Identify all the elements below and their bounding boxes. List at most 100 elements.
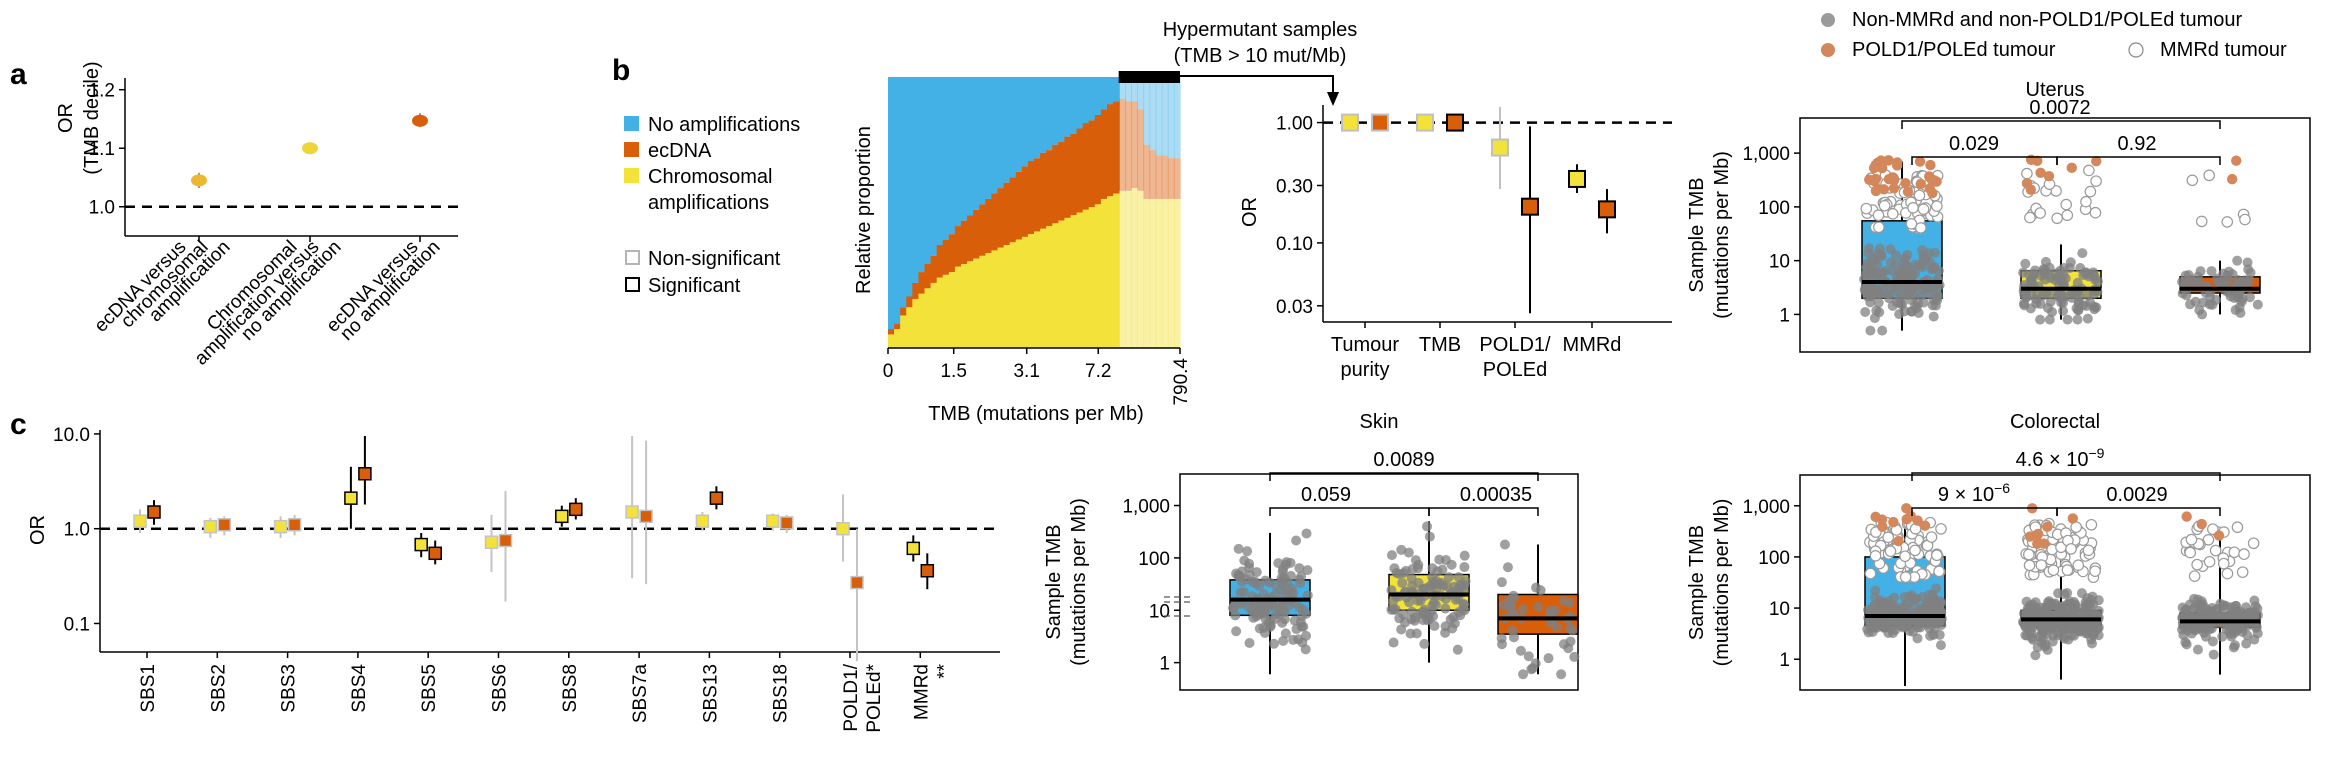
bar-ecdna xyxy=(1173,158,1181,199)
bar-ecdna xyxy=(1125,101,1132,191)
bar-chromosomal xyxy=(948,272,956,348)
sample-point xyxy=(1902,289,1913,300)
sample-point xyxy=(1258,603,1269,614)
bar-chromosomal xyxy=(967,261,974,348)
bar-chromosomal xyxy=(900,315,907,348)
hypermutant-arrow xyxy=(1180,75,1334,96)
pole-point xyxy=(2032,538,2043,549)
y-axis-label: Sample TMB xyxy=(1686,525,1708,640)
sample-point xyxy=(2221,611,2232,622)
mmrd-point xyxy=(1887,208,1899,220)
or-point xyxy=(709,491,724,505)
sample-point xyxy=(1449,618,1460,629)
sample-point xyxy=(1900,253,1911,264)
mmrd-point xyxy=(2191,558,2203,571)
sample-point xyxy=(1428,597,1439,608)
mmrd-point xyxy=(2239,213,2251,226)
or-point xyxy=(191,174,207,187)
comparison-bracket xyxy=(1269,507,1430,516)
legend-label: Chromosomal xyxy=(648,166,772,188)
bar-no-amplification xyxy=(991,77,999,194)
mmrd-point xyxy=(2061,209,2074,222)
pole-point xyxy=(1924,183,1936,194)
mmrd-point xyxy=(2221,216,2234,228)
comparison-label: 0.0029 xyxy=(2106,484,2167,506)
sample-point xyxy=(1407,581,1418,592)
y-tick-label: 0.03 xyxy=(1276,297,1313,318)
pole-point xyxy=(2067,513,2079,524)
sample-point xyxy=(1295,617,1306,628)
sample-point xyxy=(2024,269,2035,280)
sample-point xyxy=(1887,628,1898,639)
mmrd-point xyxy=(2023,548,2035,561)
sample-point xyxy=(2080,622,2091,633)
y-tick-label: 1.0 xyxy=(89,198,115,219)
sample-point xyxy=(2035,298,2046,309)
mmrd-point xyxy=(1860,202,1873,215)
bar-ecdna xyxy=(1009,177,1017,243)
sample-point xyxy=(1230,610,1241,621)
bar-chromosomal xyxy=(912,299,920,348)
bar-no-amplification xyxy=(1070,77,1078,134)
sample-point xyxy=(2039,269,2050,280)
bar-no-amplification xyxy=(900,77,907,308)
comparison-label: 9 × 10−6 xyxy=(1938,480,2010,506)
or-point xyxy=(428,546,442,561)
x-tick-label: SBS3 xyxy=(279,664,300,713)
sample-point xyxy=(1278,635,1289,646)
bar-chromosomal xyxy=(1137,190,1145,348)
sample-point xyxy=(2040,256,2051,267)
sample-point xyxy=(1431,583,1442,594)
bar-no-amplification xyxy=(1167,77,1175,159)
pole-point xyxy=(1887,172,1898,183)
bar-no-amplification xyxy=(1009,77,1017,178)
mmrd-point xyxy=(2080,195,2092,208)
bar-ecdna xyxy=(1113,101,1120,194)
sample-point xyxy=(1294,563,1305,574)
bar-chromosomal xyxy=(979,255,986,348)
bar-chromosomal xyxy=(1003,245,1011,348)
sample-point xyxy=(1274,603,1285,614)
sample-point xyxy=(2234,302,2245,313)
bar-ecdna xyxy=(1070,133,1078,216)
bar-ecdna xyxy=(1155,155,1163,199)
sample-point xyxy=(2020,258,2031,269)
bar-ecdna xyxy=(912,282,920,300)
sample-point xyxy=(2046,621,2057,632)
sample-point xyxy=(1429,620,1440,631)
bar-ecdna xyxy=(1094,114,1102,205)
or-point xyxy=(203,519,218,534)
sample-point xyxy=(1404,597,1415,608)
sample-point xyxy=(1394,568,1405,579)
sample-point xyxy=(1398,609,1409,620)
bar-no-amplification xyxy=(894,77,901,324)
legend-swatch xyxy=(624,116,639,131)
bar-no-amplification xyxy=(1161,77,1169,156)
bar-no-amplification xyxy=(1052,77,1059,145)
sample-point xyxy=(2180,637,2191,648)
bar-ecdna xyxy=(1027,161,1035,235)
bar-chromosomal xyxy=(1027,234,1035,348)
bar-no-amplification xyxy=(1137,77,1145,110)
pole-point xyxy=(1925,159,1936,171)
sample-point xyxy=(1396,544,1407,555)
sample-point xyxy=(1899,602,1910,613)
sample-point xyxy=(1885,257,1896,268)
pole-point xyxy=(2021,178,2033,189)
sample-point xyxy=(1410,555,1421,566)
legend-swatch xyxy=(624,142,639,157)
sample-point xyxy=(2211,294,2222,305)
sample-point xyxy=(1508,590,1519,601)
x-tick-label: SBS2 xyxy=(208,664,229,713)
sample-point xyxy=(2030,650,2041,661)
sample-point xyxy=(1417,584,1428,595)
sample-point xyxy=(1301,630,1312,641)
sample-point xyxy=(1302,565,1313,576)
mmrd-point xyxy=(1864,567,1877,580)
or-point xyxy=(625,505,639,519)
x-tick-label: 1.5 xyxy=(940,361,966,382)
bar-chromosomal xyxy=(1046,226,1053,348)
sample-point xyxy=(2179,621,2190,632)
mmrd-point xyxy=(2082,544,2095,557)
